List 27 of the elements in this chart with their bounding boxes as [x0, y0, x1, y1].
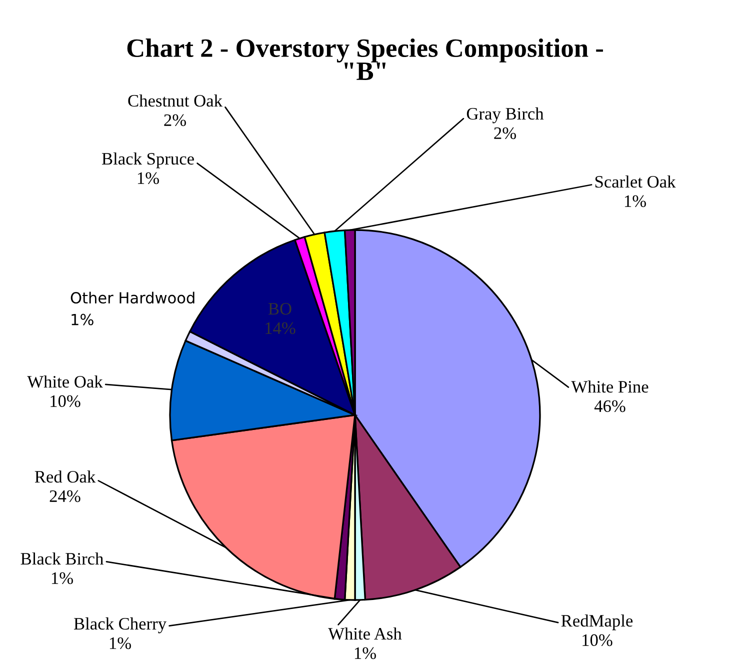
data-label: 1%: [354, 647, 376, 660]
data-label: 1%: [52, 572, 73, 584]
slice-label: Chestnut Oak: [128, 94, 222, 107]
data-label: 2%: [164, 114, 186, 126]
data-label: 24%: [50, 490, 80, 502]
data-label: 1%: [624, 195, 646, 208]
data-label: 1%: [110, 637, 131, 650]
slice-label: RedMaple: [561, 614, 633, 630]
slice-label: Red Oak: [34, 470, 96, 483]
slice-label: White Ash: [328, 627, 402, 640]
data-label: 1%: [138, 172, 159, 184]
slice-label: Gray Birch: [466, 107, 544, 124]
slice-label: White Oak: [27, 375, 103, 388]
slice-label: White Pine: [571, 380, 648, 393]
slice-label: Black Cherry: [74, 617, 166, 634]
data-label: 14%: [266, 322, 296, 334]
slice-label: Black Birch: [20, 552, 104, 565]
slice-label: BO: [268, 303, 292, 315]
data-label: 1%: [72, 314, 94, 326]
data-label: 10%: [50, 395, 80, 408]
chart-title: Chart 2 - Overstory Species Composition - "B": [127, 38, 603, 80]
slice-label: Scarlet Oak: [595, 175, 676, 188]
data-label: 10%: [582, 634, 612, 646]
data-label: 2%: [494, 127, 516, 140]
data-label: 46%: [594, 400, 626, 412]
slice-label: Black Spruce: [102, 152, 194, 168]
slice-label: Other Hardwood: [70, 292, 194, 304]
